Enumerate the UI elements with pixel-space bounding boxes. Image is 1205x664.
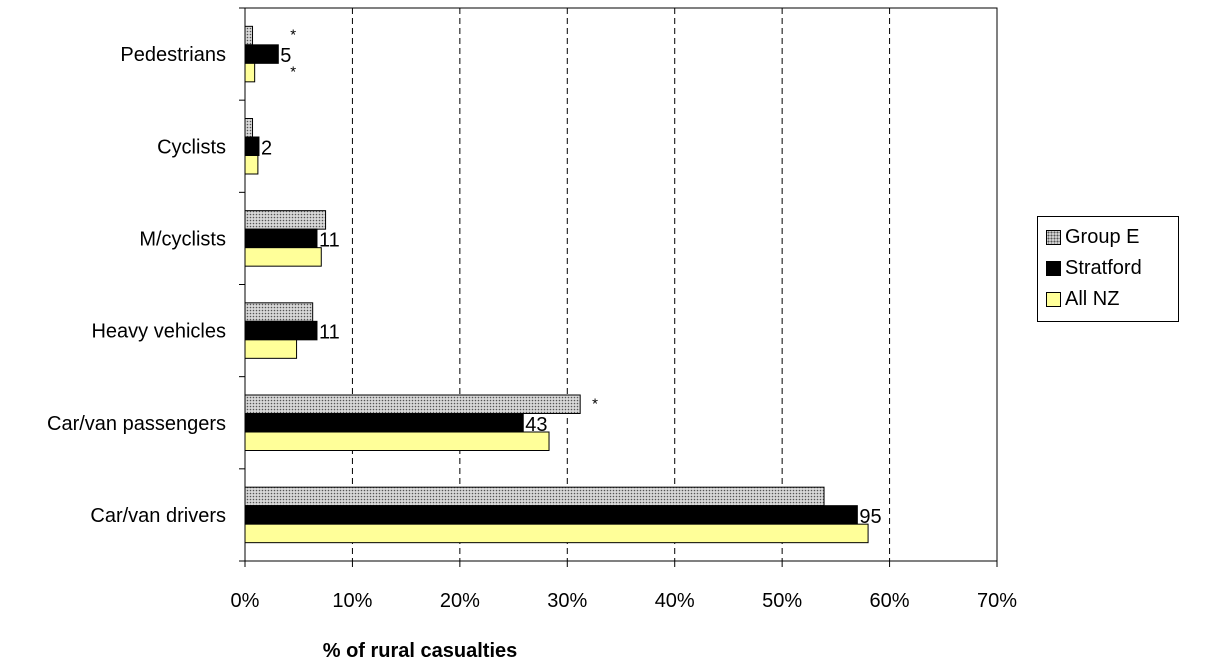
- legend-item-all-nz: All NZ: [1046, 284, 1178, 315]
- bar-all-nz: [244, 155, 259, 175]
- x-tick-label: 30%: [547, 590, 587, 612]
- annotation-asterisk: *: [592, 395, 598, 412]
- x-tick-label: 70%: [977, 590, 1017, 612]
- x-tick-label: 0%: [231, 590, 260, 612]
- category-label: Cyclists: [157, 136, 226, 158]
- annotation-asterisk: *: [290, 64, 296, 81]
- category-label: Heavy vehicles: [91, 321, 226, 343]
- data-label: 95: [859, 506, 881, 528]
- bar-all-nz: [244, 247, 322, 267]
- data-label: 5: [280, 45, 291, 67]
- bar-stratford: [244, 136, 260, 156]
- annotation-asterisk: *: [290, 27, 296, 44]
- legend-swatch: [1046, 292, 1061, 307]
- x-tick-label: 20%: [440, 590, 480, 612]
- legend-item-stratford: Stratford: [1046, 253, 1178, 284]
- bar-stratford: [244, 413, 524, 433]
- legend-label: All NZ: [1065, 288, 1120, 310]
- bar-group-e: [244, 394, 581, 414]
- bar-group-e: [244, 118, 254, 138]
- category-label: M/cyclists: [139, 228, 226, 250]
- data-label: 43: [525, 414, 547, 436]
- bar-stratford: [244, 44, 279, 64]
- category-label: Pedestrians: [120, 44, 226, 66]
- legend-swatch: [1046, 261, 1061, 276]
- legend-item-group-e: Group E: [1046, 222, 1178, 253]
- legend-swatch: [1046, 230, 1061, 245]
- plot-area: [244, 7, 998, 562]
- bar-all-nz: [244, 339, 298, 359]
- legend: Group E Stratford All NZ: [1037, 216, 1179, 322]
- x-tick-label: 10%: [332, 590, 372, 612]
- category-label: Car/van drivers: [90, 505, 226, 527]
- data-label: 2: [261, 137, 272, 159]
- x-tick-label: 60%: [870, 590, 910, 612]
- x-tick-label: 40%: [655, 590, 695, 612]
- bar-stratford: [244, 228, 318, 249]
- bar-all-nz: [244, 62, 256, 83]
- bar-all-nz: [244, 431, 550, 451]
- bar-group-e: [244, 210, 327, 230]
- bar-all-nz: [244, 523, 869, 544]
- legend-label: Group E: [1065, 226, 1140, 248]
- data-label: 11: [319, 322, 340, 344]
- data-label: 11: [319, 229, 340, 251]
- bar-group-e: [244, 486, 825, 507]
- bar-stratford: [244, 505, 858, 525]
- category-label: Car/van passengers: [47, 413, 226, 435]
- x-axis-label: % of rural casualties: [323, 640, 518, 662]
- legend-label: Stratford: [1065, 257, 1142, 279]
- bar-group-e: [244, 25, 254, 46]
- bar-group-e: [244, 302, 314, 322]
- x-tick-label: 50%: [762, 590, 802, 612]
- bar-stratford: [244, 320, 318, 341]
